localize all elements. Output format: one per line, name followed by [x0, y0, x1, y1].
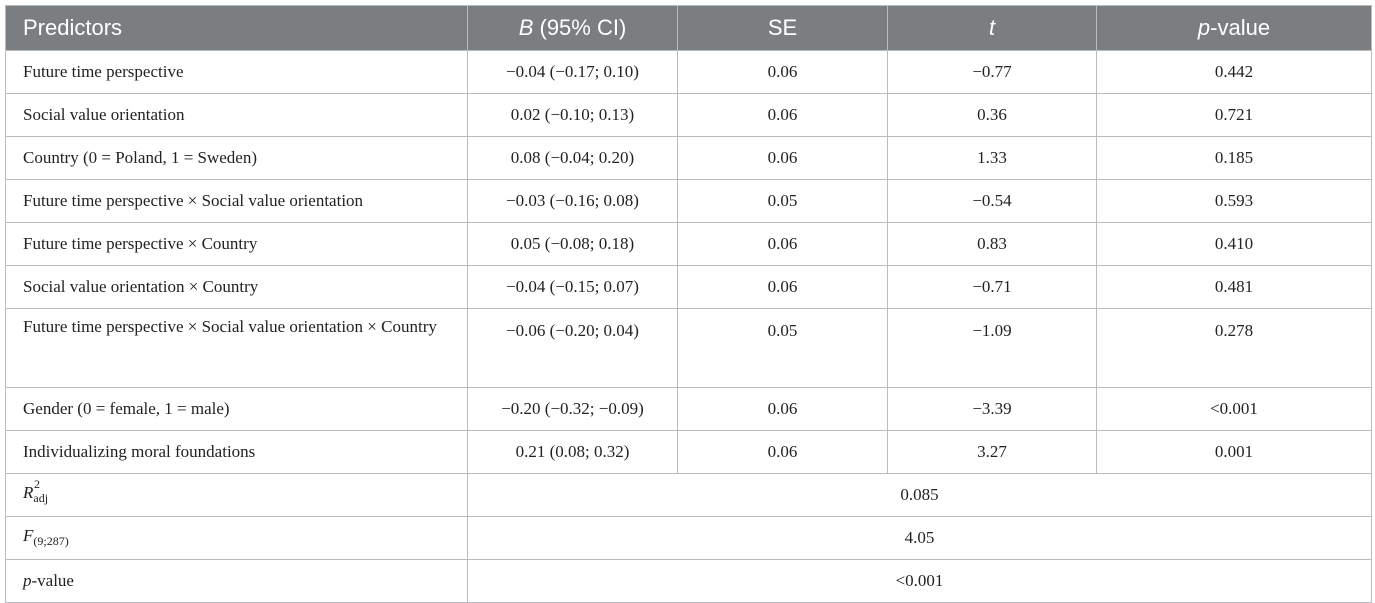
se-cell: 0.06 [677, 93, 888, 137]
b-ci-cell: −0.03 (−0.16; 0.08) [467, 179, 678, 223]
predictor-cell: Future time perspective × Social value o… [5, 308, 468, 388]
predictor-cell: Future time perspective × Country [5, 222, 468, 266]
se-cell: 0.06 [677, 136, 888, 180]
se-cell: 0.06 [677, 222, 888, 266]
b-ci-cell: −0.04 (−0.15; 0.07) [467, 265, 678, 309]
se-cell: 0.05 [677, 179, 888, 223]
r2-symbol: R 2 adj [23, 477, 49, 510]
header-b-ci: B (95% CI) [467, 5, 678, 51]
b-ci-cell: −0.20 (−0.32; −0.09) [467, 387, 678, 431]
summary-row-f: F(9;287) 4.05 [5, 516, 1372, 560]
f-letter: F [23, 525, 34, 545]
t-cell: −0.77 [887, 50, 1097, 94]
predictor-cell: Individualizing moral foundations [5, 430, 468, 474]
header-p-suffix: -value [1210, 15, 1271, 40]
predictor-cell: Future time perspective × Social value o… [5, 179, 468, 223]
predictor-cell: Future time perspective [5, 50, 468, 94]
model-p-label: p-value [5, 559, 468, 603]
header-p-letter: p [1197, 15, 1211, 40]
se-cell: 0.06 [677, 387, 888, 431]
t-cell: 0.36 [887, 93, 1097, 137]
table-row: Country (0 = Poland, 1 = Sweden) 0.08 (−… [5, 136, 1372, 180]
r2-sup: 2 [34, 476, 40, 491]
r2-letter: R [23, 482, 34, 502]
predictor-cell: Social value orientation × Country [5, 265, 468, 309]
header-row: Predictors B (95% CI) SE t p-value [5, 5, 1372, 51]
predictor-cell: Social value orientation [5, 93, 468, 137]
t-cell: 1.33 [887, 136, 1097, 180]
t-cell: 3.27 [887, 430, 1097, 474]
se-cell: 0.06 [677, 430, 888, 474]
model-p-letter: p [23, 571, 32, 590]
summary-row-p: p-value <0.001 [5, 559, 1372, 603]
p-cell: 0.001 [1096, 430, 1372, 474]
f-value: 4.05 [467, 516, 1372, 560]
b-ci-cell: 0.02 (−0.10; 0.13) [467, 93, 678, 137]
p-cell: 0.721 [1096, 93, 1372, 137]
r2-sub: adj [33, 490, 49, 505]
regression-table: Predictors B (95% CI) SE t p-value Futur… [5, 5, 1372, 603]
t-cell: −0.71 [887, 265, 1097, 309]
summary-row-r2: R 2 adj 0.085 [5, 473, 1372, 517]
t-cell: 0.83 [887, 222, 1097, 266]
table-row: Gender (0 = female, 1 = male) −0.20 (−0.… [5, 387, 1372, 431]
table-row: Social value orientation 0.02 (−0.10; 0.… [5, 93, 1372, 137]
p-cell: 0.410 [1096, 222, 1372, 266]
model-p-suffix: -value [31, 571, 74, 590]
table-row: Future time perspective × Country 0.05 (… [5, 222, 1372, 266]
b-ci-cell: 0.21 (0.08; 0.32) [467, 430, 678, 474]
header-b-suffix: (95% CI) [533, 15, 627, 40]
header-se: SE [677, 5, 888, 51]
table-row: Social value orientation × Country −0.04… [5, 265, 1372, 309]
p-cell: 0.185 [1096, 136, 1372, 180]
model-p-value: <0.001 [467, 559, 1372, 603]
p-cell: 0.442 [1096, 50, 1372, 94]
header-predictors: Predictors [5, 5, 468, 51]
table-row: Future time perspective × Social value o… [5, 308, 1372, 388]
r2-value: 0.085 [467, 473, 1372, 517]
t-cell: −0.54 [887, 179, 1097, 223]
se-cell: 0.05 [677, 308, 888, 388]
f-df: (9;287) [33, 533, 69, 548]
b-ci-cell: 0.05 (−0.08; 0.18) [467, 222, 678, 266]
header-p-value: p-value [1096, 5, 1372, 51]
p-cell: <0.001 [1096, 387, 1372, 431]
t-cell: −3.39 [887, 387, 1097, 431]
table-row: Future time perspective −0.04 (−0.17; 0.… [5, 50, 1372, 94]
header-b-letter: B [518, 15, 534, 40]
predictor-cell: Gender (0 = female, 1 = male) [5, 387, 468, 431]
f-label: F(9;287) [5, 516, 468, 560]
r2-label: R 2 adj [5, 473, 468, 517]
b-ci-cell: 0.08 (−0.04; 0.20) [467, 136, 678, 180]
predictor-cell: Country (0 = Poland, 1 = Sweden) [5, 136, 468, 180]
se-cell: 0.06 [677, 265, 888, 309]
table-row: Individualizing moral foundations 0.21 (… [5, 430, 1372, 474]
se-cell: 0.06 [677, 50, 888, 94]
p-cell: 0.481 [1096, 265, 1372, 309]
t-cell: −1.09 [887, 308, 1097, 388]
header-t: t [887, 5, 1097, 51]
b-ci-cell: −0.06 (−0.20; 0.04) [467, 308, 678, 388]
p-cell: 0.593 [1096, 179, 1372, 223]
p-cell: 0.278 [1096, 308, 1372, 388]
b-ci-cell: −0.04 (−0.17; 0.10) [467, 50, 678, 94]
table-row: Future time perspective × Social value o… [5, 179, 1372, 223]
